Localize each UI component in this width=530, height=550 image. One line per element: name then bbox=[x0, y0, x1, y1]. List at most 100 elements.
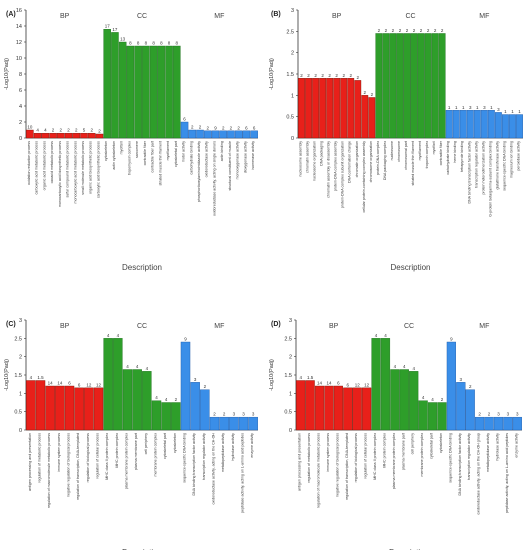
bar-value-label: 8 bbox=[152, 41, 155, 46]
category-label: DNA packaging bbox=[320, 141, 324, 166]
y-tick-label: 14 bbox=[16, 24, 22, 30]
category-label: immune system process bbox=[326, 433, 330, 472]
bar bbox=[333, 78, 341, 139]
category-label: protein-DNA complex assembly bbox=[334, 141, 338, 191]
bar bbox=[33, 132, 42, 139]
bar-value-label: 2 bbox=[488, 412, 491, 417]
bar bbox=[409, 371, 419, 431]
category-label: organic acid biosynthetic process bbox=[89, 141, 93, 194]
x-axis-label: Description bbox=[389, 548, 429, 550]
category-label: sulfur compound metabolic process bbox=[66, 141, 70, 198]
y-tick-label: 0 bbox=[289, 428, 292, 434]
category-label: isomerase activity bbox=[251, 141, 255, 170]
bar bbox=[227, 130, 235, 139]
bar bbox=[333, 385, 343, 431]
bar-value-label: 3 bbox=[460, 377, 463, 382]
bar-value-label: 6 bbox=[253, 125, 256, 130]
bar bbox=[362, 387, 372, 431]
bar bbox=[103, 29, 111, 139]
category-label: protein-DNA complex subunit organization bbox=[341, 141, 345, 208]
bar bbox=[238, 416, 249, 431]
bar-value-label: 17 bbox=[112, 27, 118, 32]
y-tick-label: 1 bbox=[289, 391, 292, 397]
category-label: cytoskeleton bbox=[104, 141, 108, 161]
bar-value-label: 2 bbox=[406, 28, 409, 33]
bar-value-label: 2 bbox=[230, 125, 233, 130]
bar-value-label: 1 bbox=[448, 105, 451, 110]
category-label: chromosomal part bbox=[404, 141, 408, 170]
y-tick-label: 3 bbox=[289, 318, 292, 324]
category-label: tetrapyrrole binding bbox=[460, 141, 464, 172]
bar-value-label: 3 bbox=[516, 412, 519, 417]
y-tick-label: 8 bbox=[19, 72, 22, 78]
category-label: carbohydrate binding bbox=[446, 141, 450, 175]
bar-value-label: 2 bbox=[364, 90, 367, 95]
category-label: monooxygenase activity bbox=[236, 141, 240, 180]
panel-b: 0 0.5 1 1.5 2 2.5 3 -Log10(Padj) (B) BP CC MF 2 nucle… bbox=[269, 8, 523, 272]
category-label: troponin complex bbox=[425, 141, 429, 169]
category-label: regulation of transcription, DNA-templat… bbox=[345, 433, 349, 500]
y-tick-label: 1.5 bbox=[14, 373, 22, 379]
category-label: transcription regulator activity bbox=[467, 433, 471, 480]
bar bbox=[64, 385, 75, 431]
group-label-cc: CC bbox=[405, 13, 415, 20]
bar bbox=[475, 416, 485, 431]
bar-value-label: 4 bbox=[136, 364, 139, 369]
y-tick-label: 6 bbox=[19, 88, 22, 94]
category-label: regulation of cellular process bbox=[364, 433, 368, 479]
y-tick-label: 0 bbox=[291, 136, 294, 142]
bar-value-label: 2 bbox=[223, 412, 226, 417]
bar bbox=[324, 385, 334, 431]
category-label: MHC protein complex bbox=[382, 433, 386, 468]
bar bbox=[340, 78, 348, 139]
bar-value-label: 2 bbox=[204, 384, 207, 389]
bar-value-label: 6 bbox=[337, 381, 340, 386]
bar-value-label: 8 bbox=[160, 41, 163, 46]
category-label: phosphoribosylaminoimidazole activity bbox=[197, 141, 201, 202]
bar bbox=[203, 130, 212, 139]
bar-value-label: 4 bbox=[431, 397, 434, 402]
bar bbox=[484, 416, 494, 431]
y-tick-label: 0 bbox=[19, 428, 22, 434]
bar-value-label: 12 bbox=[355, 382, 361, 387]
bar-value-label: 1.5 bbox=[307, 375, 314, 380]
category-label: DNA binding transcription factor activit… bbox=[458, 433, 462, 496]
bar bbox=[296, 380, 306, 431]
bar bbox=[319, 78, 327, 139]
y-tick-label: 2 bbox=[291, 51, 294, 57]
bar-value-label: 2 bbox=[314, 73, 317, 78]
category-label: striated muscle thin filament bbox=[411, 141, 415, 186]
bar-value-label: 2 bbox=[441, 28, 444, 33]
bar-value-label: 3 bbox=[252, 412, 255, 417]
category-label: organic acid metabolic process bbox=[42, 141, 46, 191]
bar bbox=[452, 110, 460, 139]
y-tick-label: 3 bbox=[291, 8, 294, 14]
group-label-mf: MF bbox=[214, 13, 224, 20]
bar-value-label: 2 bbox=[222, 125, 225, 130]
bar bbox=[502, 114, 509, 139]
bar bbox=[399, 369, 409, 431]
bar-value-label: 9 bbox=[184, 337, 187, 342]
category-label: MHC class II protein complex bbox=[373, 433, 377, 480]
bar-value-label: 2 bbox=[441, 397, 444, 402]
bar bbox=[103, 338, 113, 431]
bar bbox=[35, 380, 46, 431]
bar-value-label: 12 bbox=[86, 382, 92, 387]
bar-value-label: 6 bbox=[68, 381, 71, 386]
category-label: striated muscle thin filament bbox=[158, 141, 162, 186]
bar bbox=[234, 130, 243, 139]
bar bbox=[380, 338, 391, 431]
category-label: plasma membrane part bbox=[401, 433, 405, 470]
category-label: cytoskeletal part bbox=[163, 433, 167, 459]
category-label: negative regulation of biological proces… bbox=[335, 433, 339, 497]
bar bbox=[312, 78, 319, 139]
bar bbox=[80, 132, 88, 139]
panel-title: (B) bbox=[271, 11, 281, 18]
category-label: sequence-specific DNA binding bbox=[183, 433, 187, 483]
category-label: motor activity bbox=[182, 141, 186, 162]
category-label: DNA conformation change bbox=[348, 141, 352, 183]
bar bbox=[74, 387, 84, 431]
y-tick-label: 0.5 bbox=[284, 410, 292, 416]
category-label: membrane protein complex bbox=[420, 433, 424, 477]
bar-value-label: 2 bbox=[98, 129, 101, 134]
